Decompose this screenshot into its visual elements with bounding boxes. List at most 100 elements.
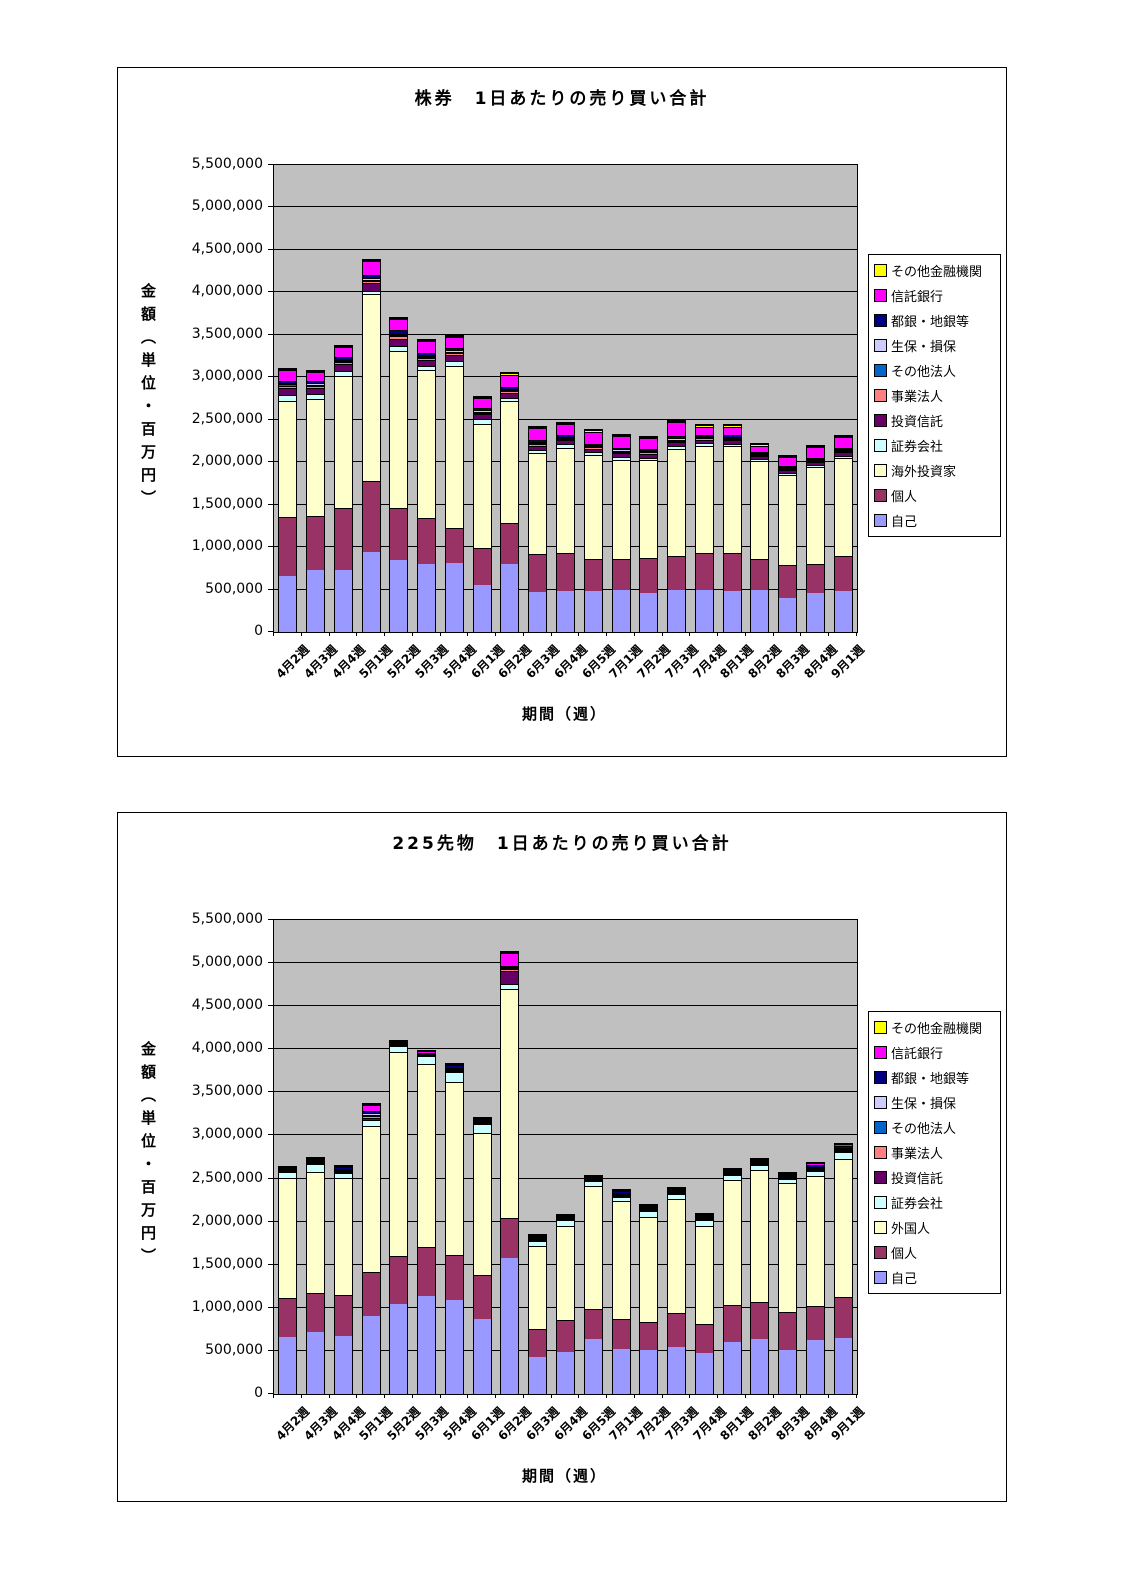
bar-segment-生保・損保 xyxy=(445,1068,463,1069)
bar-segment-証券会社 xyxy=(279,1172,297,1178)
bar-segment-証券会社 xyxy=(557,444,574,448)
bar-segment-信託銀行 xyxy=(751,1159,769,1160)
bar-segment-その他法人 xyxy=(640,451,658,452)
bar-segment-都銀・地銀等 xyxy=(779,466,797,467)
bar-segment-その他金融機関 xyxy=(390,318,408,319)
bar-segment-証券会社 xyxy=(334,371,352,376)
bar-segment-投資信託 xyxy=(445,1071,463,1072)
legend-label: 投資信託 xyxy=(891,415,944,430)
bar-segment-自己 xyxy=(334,570,352,632)
stacked-bar-5月3週 xyxy=(417,339,437,633)
bar-segment-個人 xyxy=(557,553,574,591)
stacked-bar-5月4週 xyxy=(444,1063,464,1395)
y-tick-mark xyxy=(268,333,273,335)
bar-segment-生保・損保 xyxy=(362,278,380,280)
legend-item-個人: 個人 xyxy=(874,483,1000,508)
bar-segment-その他法人 xyxy=(362,280,380,281)
bar-segment-生保・損保 xyxy=(668,1190,686,1191)
bar-segment-事業法人 xyxy=(779,469,797,470)
legend-swatch-icon xyxy=(874,264,887,277)
bar-segment-都銀・地銀等 xyxy=(640,449,658,450)
bar-segment-その他法人 xyxy=(806,1168,824,1169)
legend-label: 自己 xyxy=(891,1272,918,1287)
bar-segment-証券会社 xyxy=(612,1197,630,1201)
legend-item-事業法人: 事業法人 xyxy=(874,383,1000,408)
bar-segment-自己 xyxy=(307,1332,325,1394)
x-tick-mark xyxy=(689,632,690,636)
legend-item-自己: 自己 xyxy=(874,1265,1000,1290)
stacked-bar-6月1週 xyxy=(472,396,492,633)
bar-segment-投資信託 xyxy=(834,1151,852,1152)
y-tick-mark xyxy=(268,1349,273,1351)
bar-segment-証券会社 xyxy=(390,346,408,351)
legend-swatch-icon xyxy=(874,1246,887,1259)
bar-segment-海外投資家 xyxy=(834,458,852,556)
legend: その他金融機関 信託銀行 都銀・地銀等 生保・損保 その他法人 事業法人 投資信託 証券会社外… xyxy=(868,1011,1001,1294)
bar-segment-都銀・地銀等 xyxy=(723,435,741,437)
bar-segment-個人 xyxy=(557,1320,574,1352)
y-tick-mark xyxy=(268,1220,273,1222)
y-tick-label: 0 xyxy=(254,623,263,639)
stacked-bar-7月1週 xyxy=(611,1189,631,1395)
y-tick-mark xyxy=(268,1091,273,1093)
bar-segment-その他法人 xyxy=(362,1115,380,1116)
bar-segment-証券会社 xyxy=(806,1171,824,1176)
y-tick-label: 1,000,000 xyxy=(191,1298,263,1315)
bar-segment-投資信託 xyxy=(640,454,658,458)
bar-segment-外国人 xyxy=(529,1246,547,1329)
y-tick-label: 4,500,000 xyxy=(191,240,263,257)
bar-segment-証券会社 xyxy=(279,395,297,401)
y-tick-label: 5,000,000 xyxy=(191,954,263,971)
bar-segment-信託銀行 xyxy=(362,261,380,275)
y-tick-mark xyxy=(268,962,273,964)
bar-segment-その他金融機関 xyxy=(779,456,797,457)
bar-segment-投資信託 xyxy=(334,364,352,371)
bar-segment-信託銀行 xyxy=(612,436,630,448)
stacked-bar-5月2週 xyxy=(389,317,409,633)
bar-segment-その他法人 xyxy=(668,1191,686,1192)
bar-segment-個人 xyxy=(529,1329,547,1357)
bar-segment-個人 xyxy=(612,1319,630,1349)
bar-segment-外国人 xyxy=(418,1064,436,1247)
bar-segment-証券会社 xyxy=(668,446,686,449)
bar-segment-自己 xyxy=(362,552,380,632)
legend-item-その他法人: その他法人 xyxy=(874,1115,1000,1140)
bar-segment-海外投資家 xyxy=(307,399,325,516)
bar-segment-自己 xyxy=(557,591,574,632)
bar-segment-個人 xyxy=(584,1309,602,1339)
bar-segment-その他法人 xyxy=(307,1161,325,1162)
stacked-bar-5月4週 xyxy=(444,335,464,633)
gridline xyxy=(274,376,857,378)
legend-label: その他金融機関 xyxy=(891,1022,983,1037)
x-tick-mark xyxy=(634,632,635,636)
bar-segment-生保・損保 xyxy=(529,442,547,443)
bar-segment-個人 xyxy=(640,558,658,593)
bar-segment-都銀・地銀等 xyxy=(529,440,547,442)
x-tick-mark xyxy=(412,632,413,636)
bar-segment-自己 xyxy=(362,1316,380,1394)
y-tick-label: 2,500,000 xyxy=(191,410,263,427)
bar-segment-生保・損保 xyxy=(640,450,658,451)
x-tick-mark xyxy=(856,1394,857,1398)
bar-segment-外国人 xyxy=(612,1201,630,1319)
legend-item-信託銀行: 信託銀行 xyxy=(874,283,1000,308)
stacked-bar-6月2週 xyxy=(500,951,520,1395)
bar-segment-外国人 xyxy=(334,1178,352,1295)
stacked-bar-7月2週 xyxy=(639,436,659,633)
bar-segment-生保・損保 xyxy=(806,1167,824,1168)
y-tick-label: 1,000,000 xyxy=(191,538,263,555)
bar-segment-その他金融機関 xyxy=(612,435,630,436)
bar-segment-自己 xyxy=(473,585,491,632)
gridline xyxy=(274,418,857,420)
legend-item-証券会社: 証券会社 xyxy=(874,433,1000,458)
stacked-bar-5月1週 xyxy=(361,259,381,633)
bar-segment-信託銀行 xyxy=(390,319,408,330)
bar-segment-その他法人 xyxy=(529,1238,547,1239)
bar-segment-自己 xyxy=(612,1349,630,1394)
bar-segment-投資信託 xyxy=(529,1240,547,1241)
bar-segment-証券会社 xyxy=(584,452,602,455)
chart-title: 225先物 1日あたりの売り買い合計 xyxy=(392,834,732,854)
bar-segment-投資信託 xyxy=(390,339,408,346)
bar-segment-証券会社 xyxy=(640,1211,658,1217)
legend-swatch-icon xyxy=(874,1096,887,1109)
